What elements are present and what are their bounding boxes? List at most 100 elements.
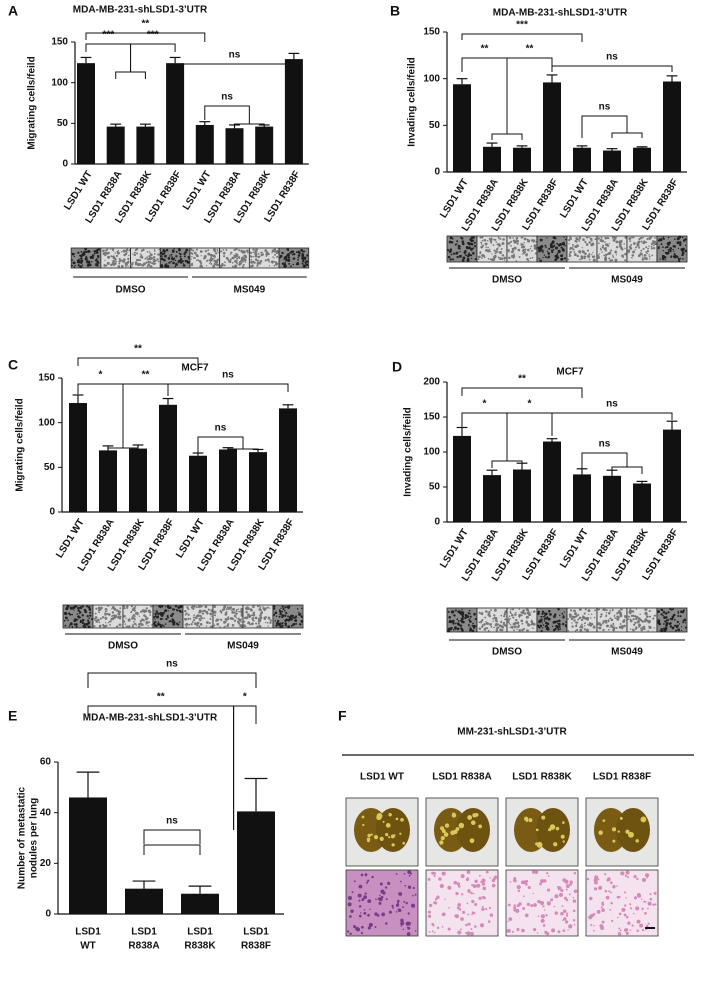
stain-dot (236, 248, 238, 250)
tissue-dot (391, 904, 394, 908)
significance-bracket (581, 115, 628, 138)
stain-dot (269, 621, 272, 624)
stain-dot (449, 250, 452, 252)
group-label: DMSO (492, 647, 522, 658)
stain-dot (285, 612, 288, 615)
stain-dot (447, 255, 451, 259)
stain-dot (526, 611, 530, 615)
stain-dot (503, 259, 506, 261)
tissue-dot (542, 905, 545, 908)
tissue-dot (357, 893, 362, 898)
tissue-dot (557, 886, 562, 891)
stain-dot (481, 243, 483, 245)
stain-dot (80, 620, 83, 623)
stain-dot (263, 617, 267, 620)
nodule (562, 821, 565, 824)
stain-dot (281, 251, 284, 255)
tissue-dot (532, 927, 537, 932)
stain-dot (178, 621, 181, 623)
stain-dot (85, 251, 88, 253)
stain-dot (235, 608, 238, 611)
stain-dot (95, 258, 98, 260)
stain-dot (220, 618, 223, 621)
stain-dot (139, 259, 142, 262)
nodule (553, 842, 558, 847)
stain-dot (87, 619, 90, 622)
stain-dot (167, 610, 169, 612)
stain-dot (553, 245, 555, 248)
stain-dot (240, 612, 244, 616)
stain-dot (473, 612, 476, 616)
stain-dot (79, 616, 82, 619)
tissue-dot (466, 876, 469, 879)
stain-dot (508, 242, 511, 245)
tissue-dot (455, 891, 459, 896)
stain-dot (472, 622, 474, 625)
stain-dot (128, 625, 131, 628)
tissue-dot (470, 928, 473, 931)
stain-dot (495, 248, 499, 251)
tissue-dot (646, 877, 649, 879)
stain-dot (481, 624, 484, 626)
stain-dot (148, 255, 151, 258)
stain-dot (174, 605, 178, 608)
stain-dot (258, 605, 261, 607)
tissue-dot (610, 901, 613, 905)
stain-dot (137, 625, 141, 629)
tissue-dot (568, 924, 573, 929)
stain-dot (301, 254, 305, 258)
tissue-dot (369, 908, 371, 911)
tissue-dot (517, 889, 521, 893)
stain-dot (501, 629, 504, 631)
stain-dot (569, 254, 572, 257)
stain-dot (219, 610, 222, 613)
stain-dot (306, 261, 308, 263)
significance-label: ns (215, 423, 227, 434)
stain-dot (484, 256, 486, 259)
stain-dot (175, 250, 178, 253)
stain-dot (280, 607, 282, 609)
stain-dot (104, 607, 108, 611)
tissue-dot (516, 885, 521, 890)
stain-dot (542, 615, 545, 618)
stain-dot (614, 258, 618, 262)
stain-dot (571, 625, 574, 628)
stain-dot (175, 255, 178, 258)
tissue-dot (515, 908, 520, 913)
stain-dot (452, 258, 455, 261)
stain-dot (569, 251, 572, 254)
tissue-dot (647, 901, 652, 906)
stain-dot (581, 247, 583, 249)
stain-dot (235, 617, 238, 619)
stain-dot (662, 258, 665, 261)
stain-dot (284, 619, 287, 622)
stain-dot (122, 249, 126, 253)
tissue-dot (563, 896, 568, 900)
stain-dot (185, 622, 189, 626)
stain-dot (523, 627, 526, 630)
y-tick-label: 0 (434, 517, 440, 528)
tissue-dot (565, 914, 569, 917)
stain-dot (77, 615, 80, 618)
stain-dot (225, 608, 228, 611)
stain-dot (271, 251, 273, 254)
stain-dot (555, 246, 558, 250)
stain-dot (119, 607, 122, 610)
stain-dot (634, 621, 637, 625)
stain-dot (648, 254, 650, 256)
stain-dot (154, 260, 157, 263)
stain-dot (461, 629, 464, 632)
stain-dot (157, 621, 160, 623)
stain-dot (643, 620, 646, 623)
tissue-dot (627, 921, 631, 925)
stain-dot (508, 615, 511, 618)
tissue-dot (617, 916, 619, 919)
stain-dot (222, 249, 225, 251)
stain-dot (495, 241, 498, 243)
significance-bracket (87, 705, 235, 830)
y-axis-label: nodules per lung (29, 798, 40, 879)
stain-dot (176, 609, 179, 612)
stain-dot (512, 254, 516, 258)
stain-dot (605, 621, 607, 623)
tissue-dot (524, 913, 529, 918)
